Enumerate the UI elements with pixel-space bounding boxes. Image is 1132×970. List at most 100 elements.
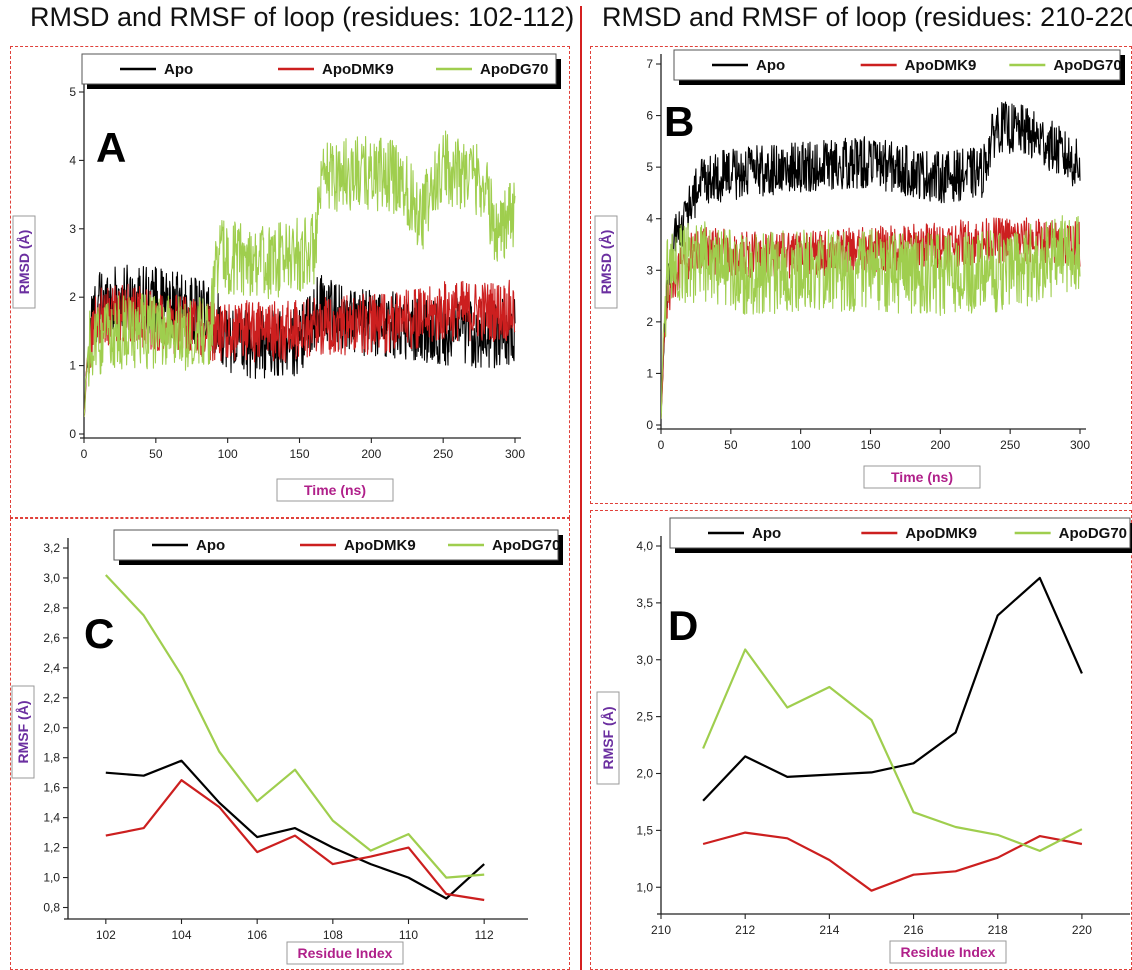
x-tick-label: 210 — [651, 923, 671, 937]
panel-letter: C — [84, 610, 114, 657]
y-tick-label: 2 — [69, 290, 76, 304]
y-tick-label: 2,2 — [43, 691, 60, 705]
series-line-apo — [105, 759, 485, 900]
y-tick-label: 1,5 — [636, 823, 653, 837]
y-tick-label: 3,0 — [636, 653, 653, 667]
y-tick-label: 1,6 — [43, 781, 60, 795]
x-tick-label: 100 — [791, 438, 811, 452]
y-tick-label: 5 — [646, 160, 653, 174]
y-axis-label: RMSF (Å) — [600, 707, 616, 770]
legend-label: ApoDMK9 — [905, 57, 977, 74]
y-axis-label-box — [594, 215, 618, 309]
y-tick-label: 5 — [69, 85, 76, 99]
y-tick-label: 2,5 — [636, 710, 653, 724]
y-tick-label: 4 — [69, 153, 76, 167]
x-tick-label: 150 — [289, 447, 309, 461]
legend-label: ApoDG70 — [492, 537, 560, 554]
x-tick-label: 214 — [819, 923, 839, 937]
x-tick-label: 220 — [1072, 923, 1092, 937]
x-axis-label: Residue Index — [901, 944, 996, 960]
x-tick-label: 50 — [724, 438, 738, 452]
x-axis-label: Time (ns) — [304, 482, 366, 498]
y-tick-label: 3,2 — [43, 541, 60, 555]
y-axis-label-group: RMSF (Å) — [596, 691, 620, 785]
series-line-apodg70 — [661, 215, 1081, 419]
x-tick-label: 218 — [988, 923, 1008, 937]
y-tick-label: 2,6 — [43, 631, 60, 645]
x-tick-label: 110 — [399, 928, 418, 942]
x-tick-label: 100 — [218, 447, 238, 461]
x-tick-label: 200 — [930, 438, 950, 452]
x-axis-label-box — [889, 940, 1007, 964]
y-tick-label: 0 — [646, 418, 653, 432]
legend-box — [81, 53, 557, 85]
y-tick-label: 1,4 — [43, 811, 60, 825]
y-tick-label: 4,0 — [636, 539, 653, 553]
y-tick-label: 0,8 — [43, 901, 60, 915]
series-line-apodg70 — [702, 648, 1083, 853]
x-tick-label: 106 — [247, 928, 267, 942]
y-tick-label: 2,0 — [43, 721, 60, 735]
x-tick-label: 50 — [149, 447, 163, 461]
panel-letter: A — [96, 124, 126, 171]
y-axis-label: RMSD (Å) — [16, 230, 32, 295]
x-tick-label: 150 — [860, 438, 880, 452]
legend-label: ApoDG70 — [1053, 57, 1121, 74]
legend-box — [673, 49, 1121, 81]
legend-box — [669, 517, 1131, 549]
x-axis-label-box — [276, 478, 394, 502]
right-title: RMSD and RMSF of loop (residues: 210-220… — [602, 2, 1132, 32]
x-tick-label: 200 — [361, 447, 381, 461]
x-tick-label: 108 — [323, 928, 343, 942]
legend-label: ApoDG70 — [480, 61, 548, 78]
y-axis-label-box — [12, 215, 36, 309]
y-tick-label: 2,4 — [43, 661, 60, 675]
legend-label: Apo — [752, 525, 781, 542]
x-tick-label: 0 — [658, 438, 665, 452]
y-tick-label: 1 — [646, 366, 653, 380]
x-axis-label: Residue Index — [298, 945, 393, 961]
chart-b: 0 1 2 3 4 5 6 7 0 50 100 150 200 250 300 Apo ApoDMK9 ApoD… — [594, 49, 1125, 489]
series-line-apo — [84, 264, 516, 416]
x-axis-label-box — [863, 465, 981, 489]
x-tick-label: 212 — [735, 923, 755, 937]
y-tick-label: 1,0 — [636, 880, 653, 894]
x-tick-label: 112 — [475, 928, 494, 942]
y-tick-label: 4 — [646, 212, 653, 226]
x-axis-label-box — [286, 941, 404, 965]
y-tick-label: 6 — [646, 109, 653, 123]
y-tick-label: 1,2 — [43, 841, 60, 855]
x-tick-label: 102 — [96, 928, 116, 942]
x-tick-label: 0 — [81, 447, 88, 461]
y-tick-label: 3,0 — [43, 571, 60, 585]
center-divider — [580, 6, 582, 970]
y-tick-label: 1,8 — [43, 751, 60, 765]
y-tick-label: 3,5 — [636, 596, 653, 610]
y-axis-label: RMSD (Å) — [598, 230, 614, 295]
y-tick-label: 1 — [69, 359, 76, 373]
y-axis-label-box — [596, 691, 620, 785]
x-tick-label: 300 — [1070, 438, 1090, 452]
y-axis-label-group: RMSF (Å) — [11, 685, 35, 779]
series-line-apodmk9 — [105, 779, 485, 902]
legend-label: ApoDG70 — [1059, 525, 1127, 542]
x-tick-label: 104 — [171, 928, 191, 942]
y-tick-label: 2,8 — [43, 601, 60, 615]
chart-d: 1,0 1,5 2,0 2,5 3,0 3,5 4,0 210 212 214 216 218 220 A… — [596, 517, 1132, 964]
series-line-apodg70 — [104, 574, 485, 879]
y-axis-label-box — [11, 685, 35, 779]
chart-c: 0,8 1,0 1,2 1,4 1,6 1,8 2,0 2,2 2,4 2,6 2,8 3,0 3,2 1… — [11, 529, 563, 965]
legend-label: Apo — [196, 537, 225, 554]
series-line-apodmk9 — [702, 831, 1083, 892]
panel-letter: B — [664, 98, 694, 145]
y-axis-label-group: RMSD (Å) — [12, 215, 36, 309]
panel-letter: D — [668, 602, 698, 649]
series-line-apo — [661, 101, 1081, 418]
x-axis-label: Time (ns) — [891, 469, 953, 485]
x-tick-label: 250 — [1000, 438, 1020, 452]
legend-label: Apo — [164, 61, 193, 78]
x-tick-label: 216 — [904, 923, 924, 937]
y-tick-label: 0 — [69, 427, 76, 441]
y-tick-label: 2,0 — [636, 767, 653, 781]
